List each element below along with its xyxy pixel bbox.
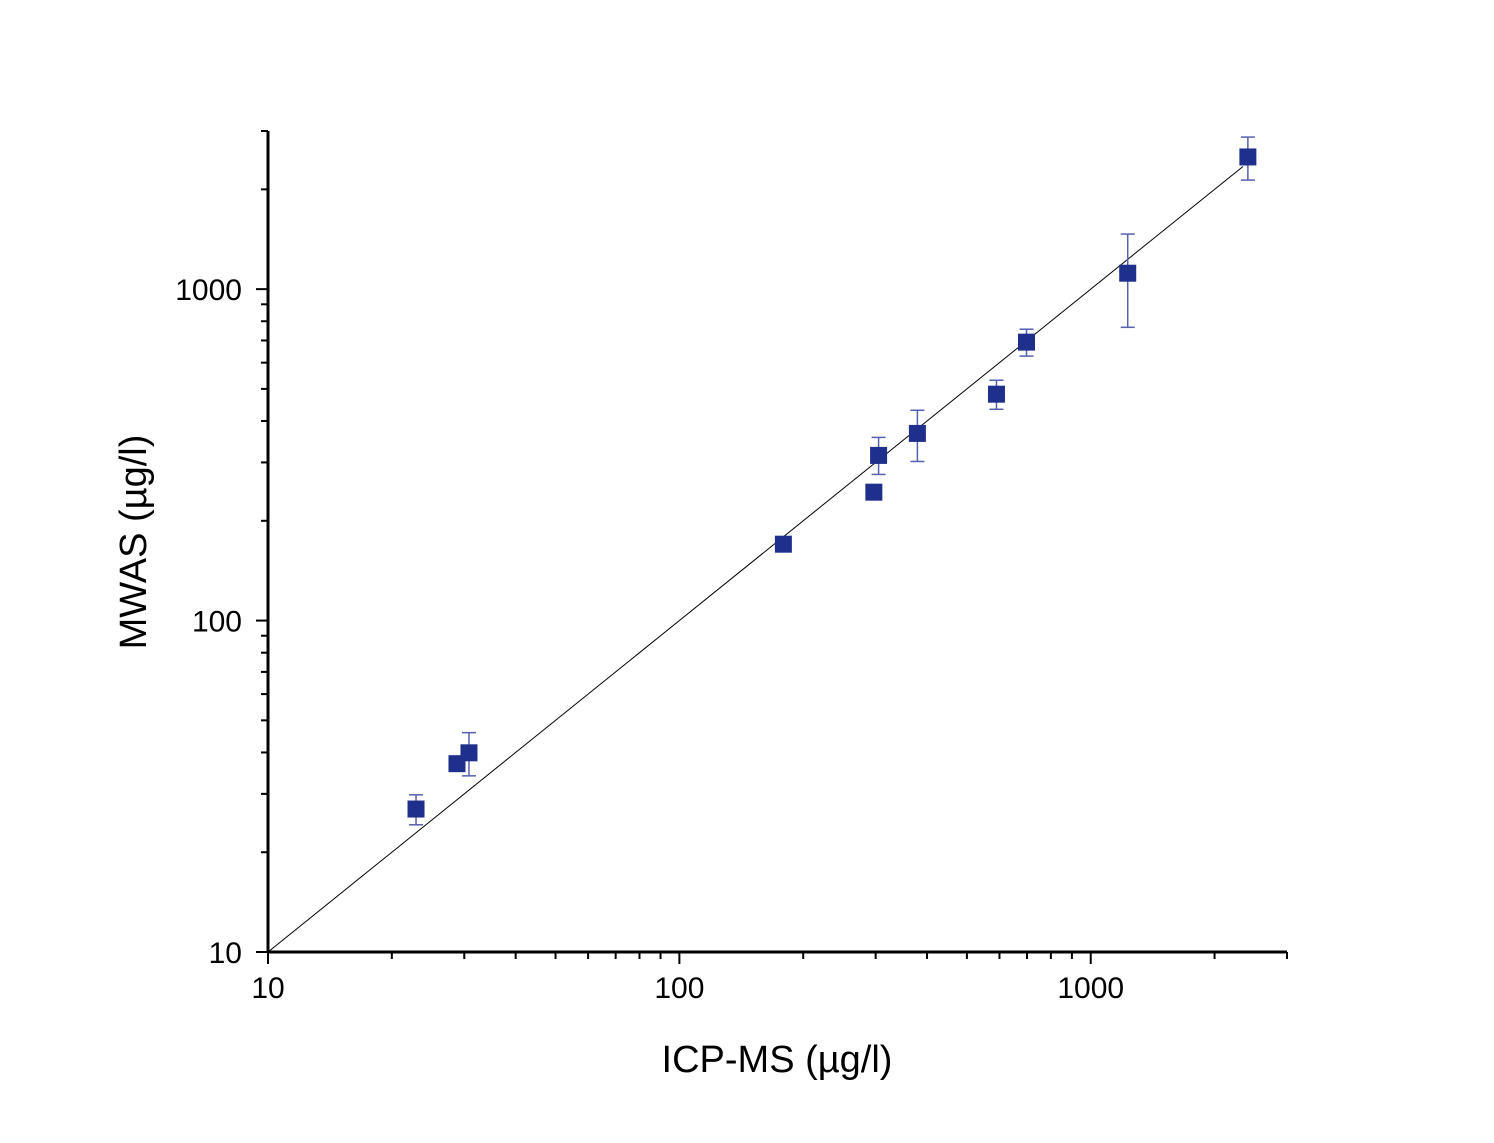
data-point — [1017, 328, 1035, 357]
square-marker — [460, 744, 478, 762]
reference-line-y-equals-x — [267, 166, 1244, 953]
data-point — [460, 731, 478, 777]
x-tick-label: 1000 — [1057, 972, 1124, 1005]
square-marker — [865, 483, 883, 501]
square-marker — [1239, 148, 1257, 166]
data-point — [1239, 136, 1257, 181]
x-tick-label: 100 — [654, 972, 704, 1005]
ticks: 10 100 1000 10 100 1000 — [175, 130, 1288, 1005]
y-tick-label: 100 — [192, 606, 242, 639]
y-tick-label: 1000 — [175, 274, 242, 307]
data-point — [407, 794, 425, 826]
data-point — [774, 535, 792, 553]
square-marker — [870, 446, 888, 464]
data-points — [407, 136, 1257, 826]
square-marker — [987, 385, 1005, 403]
data-point — [865, 483, 883, 501]
square-marker — [1017, 333, 1035, 351]
square-marker — [774, 535, 792, 553]
y-axis-label: MWAS (µg/l) — [113, 435, 155, 650]
square-marker — [407, 800, 425, 818]
data-point — [987, 379, 1005, 411]
x-axis-label: ICP-MS (µg/l) — [662, 1039, 893, 1081]
data-point — [1119, 233, 1137, 329]
axes — [266, 131, 1287, 954]
y-tick-label: 10 — [209, 937, 242, 970]
data-point — [908, 409, 926, 463]
square-marker — [908, 424, 926, 442]
data-point — [870, 436, 888, 476]
square-marker — [1119, 264, 1137, 282]
x-tick-label: 10 — [251, 972, 284, 1005]
